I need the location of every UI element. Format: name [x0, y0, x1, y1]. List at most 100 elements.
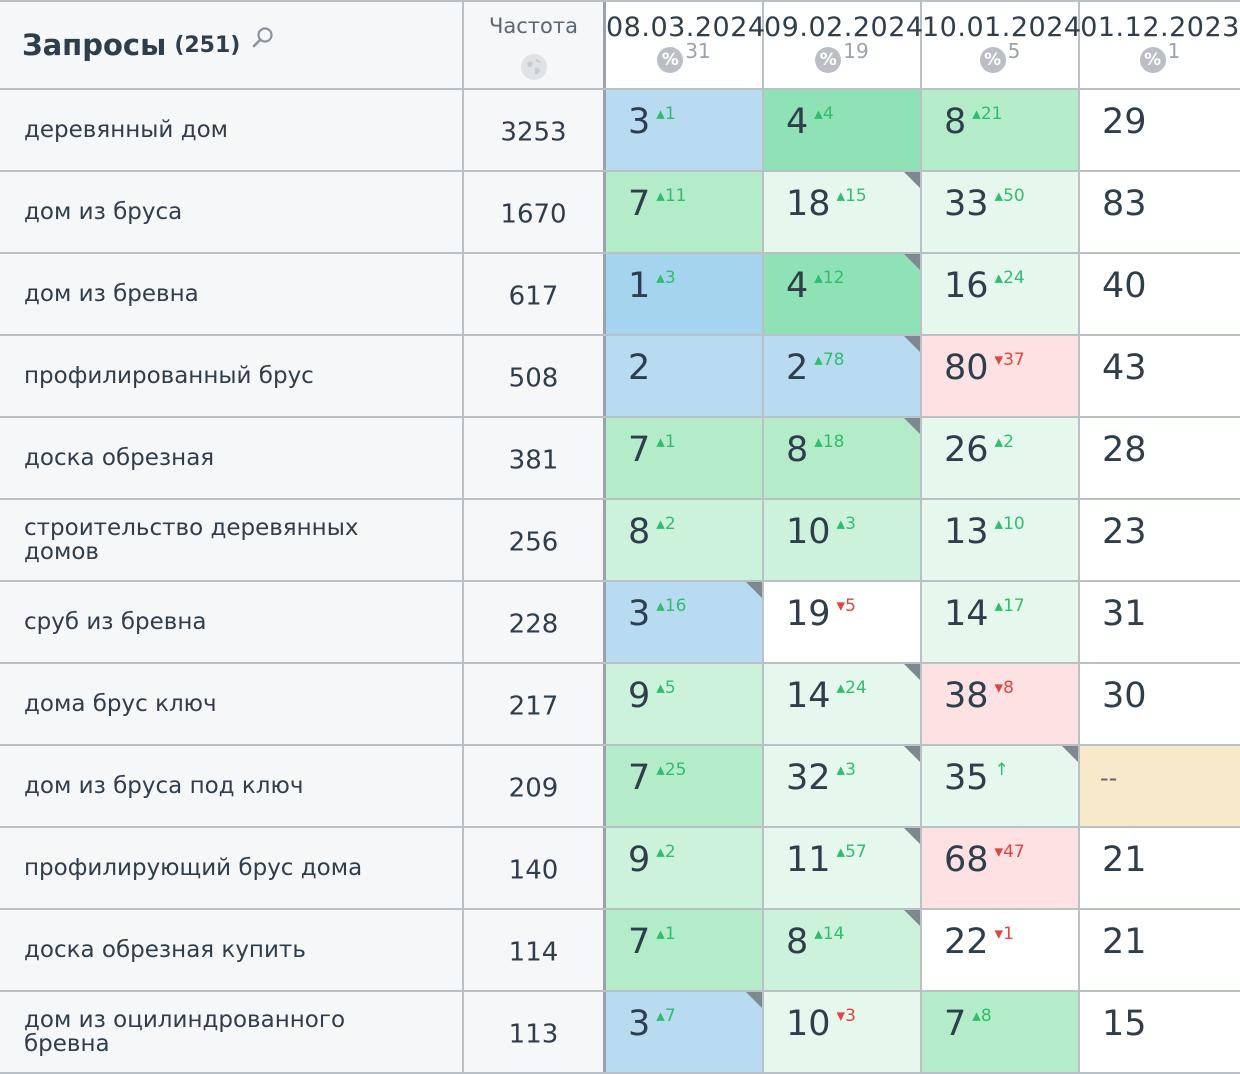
position-cell[interactable]: 35 ↑	[922, 746, 1080, 826]
position-cell[interactable]: 30	[1080, 664, 1240, 744]
corner-marker-icon[interactable]	[904, 418, 920, 434]
table-row[interactable]: доска обрезная 381 7 ▴1 8 ▴18 26 ▴2 28	[0, 418, 1240, 500]
table-row[interactable]: дом из оцилиндрованного бревна 113 3 ▴7 10 ▾3…	[0, 992, 1240, 1074]
query-text[interactable]: сруб из бревна	[24, 609, 207, 635]
query-cell[interactable]: деревянный дом	[0, 90, 464, 170]
query-text[interactable]: дом из бруса под ключ	[24, 773, 304, 799]
position-cell[interactable]: 14 ▴24	[764, 664, 922, 744]
position-cell[interactable]: 9 ▴5	[606, 664, 764, 744]
position-cell[interactable]: 9 ▴2	[606, 828, 764, 908]
position-cell[interactable]: 3 ▴16	[606, 582, 764, 662]
position-cell[interactable]: 7 ▴25	[606, 746, 764, 826]
table-row[interactable]: дом из бревна 617 1 ▴3 4 ▴12 16 ▴24 40	[0, 254, 1240, 336]
corner-marker-icon[interactable]	[904, 746, 920, 762]
position-cell[interactable]: 83	[1080, 172, 1240, 252]
frequency-header[interactable]: Частота	[464, 2, 606, 88]
query-cell[interactable]: дом из оцилиндрованного бревна	[0, 992, 464, 1072]
corner-marker-icon[interactable]	[1062, 746, 1078, 762]
corner-marker-icon[interactable]	[746, 992, 762, 1008]
corner-marker-icon[interactable]	[904, 336, 920, 352]
query-cell[interactable]: доска обрезная	[0, 418, 464, 498]
query-cell[interactable]: доска обрезная купить	[0, 910, 464, 990]
search-icon[interactable]	[252, 26, 274, 48]
position-cell[interactable]: 7 ▴1	[606, 418, 764, 498]
position-cell[interactable]: 80 ▾37	[922, 336, 1080, 416]
query-cell[interactable]: дома брус ключ	[0, 664, 464, 744]
position-cell[interactable]: 10 ▾3	[764, 992, 922, 1072]
query-text[interactable]: профилированный брус	[24, 363, 314, 389]
table-row[interactable]: профилированный брус 508 2 2 ▴78 80 ▾37 43	[0, 336, 1240, 418]
date-header-4[interactable]: 01.12.2023 % 1	[1080, 2, 1240, 88]
query-cell[interactable]: строительство деревянных домов	[0, 500, 464, 580]
position-cell[interactable]: 23	[1080, 500, 1240, 580]
date-header-2[interactable]: 09.02.2024 % 19	[764, 2, 923, 88]
position-cell[interactable]: 19 ▾5	[764, 582, 922, 662]
query-cell[interactable]: профилированный брус	[0, 336, 464, 416]
query-text[interactable]: дома брус ключ	[24, 691, 217, 717]
position-cell[interactable]: 11 ▴57	[764, 828, 922, 908]
query-cell[interactable]: дом из бревна	[0, 254, 464, 334]
position-cell[interactable]: 68 ▾47	[922, 828, 1080, 908]
position-cell[interactable]: 26 ▴2	[922, 418, 1080, 498]
position-cell[interactable]: 15	[1080, 992, 1240, 1072]
table-row[interactable]: строительство деревянных домов 256 8 ▴2 10 ▴3…	[0, 500, 1240, 582]
table-row[interactable]: дом из бруса 1670 7 ▴11 18 ▴15 33 ▴50 83	[0, 172, 1240, 254]
table-row[interactable]: сруб из бревна 228 3 ▴16 19 ▾5 14 ▴17 31	[0, 582, 1240, 664]
position-cell[interactable]: 7 ▴1	[606, 910, 764, 990]
position-cell[interactable]: 43	[1080, 336, 1240, 416]
corner-marker-icon[interactable]	[904, 664, 920, 680]
position-cell[interactable]: 16 ▴24	[922, 254, 1080, 334]
position-cell[interactable]: 2	[606, 336, 764, 416]
position-cell[interactable]: --	[1080, 746, 1240, 826]
position-cell[interactable]: 33 ▴50	[922, 172, 1080, 252]
position-cell[interactable]: 1 ▴3	[606, 254, 764, 334]
position-cell[interactable]: 4 ▴12	[764, 254, 922, 334]
position-cell[interactable]: 4 ▴4	[764, 90, 922, 170]
position-cell[interactable]: 38 ▾8	[922, 664, 1080, 744]
table-row[interactable]: доска обрезная купить 114 7 ▴1 8 ▴14 22 ▾1 21	[0, 910, 1240, 992]
query-cell[interactable]: дом из бруса под ключ	[0, 746, 464, 826]
position-cell[interactable]: 18 ▴15	[764, 172, 922, 252]
position-cell[interactable]: 29	[1080, 90, 1240, 170]
queries-header[interactable]: Запросы (251)	[0, 2, 464, 88]
query-text[interactable]: доска обрезная купить	[24, 937, 306, 963]
table-row[interactable]: профилирующий брус дома 140 9 ▴2 11 ▴57 68 ▾47 2…	[0, 828, 1240, 910]
position-cell[interactable]: 8 ▴2	[606, 500, 764, 580]
position-cell[interactable]: 8 ▴21	[922, 90, 1080, 170]
position-cell[interactable]: 21	[1080, 828, 1240, 908]
position-cell[interactable]: 32 ▴3	[764, 746, 922, 826]
query-text[interactable]: профилирующий брус дома	[24, 855, 363, 881]
corner-marker-icon[interactable]	[904, 828, 920, 844]
position-cell[interactable]: 7 ▴8	[922, 992, 1080, 1072]
position-cell[interactable]: 22 ▾1	[922, 910, 1080, 990]
position-cell[interactable]: 14 ▴17	[922, 582, 1080, 662]
table-row[interactable]: деревянный дом 3253 3 ▴1 4 ▴4 8 ▴21 29	[0, 90, 1240, 172]
position-cell[interactable]: 7 ▴11	[606, 172, 764, 252]
corner-marker-icon[interactable]	[904, 910, 920, 926]
table-row[interactable]: дома брус ключ 217 9 ▴5 14 ▴24 38 ▾8 30	[0, 664, 1240, 746]
position-cell[interactable]: 40	[1080, 254, 1240, 334]
table-row[interactable]: дом из бруса под ключ 209 7 ▴25 32 ▴3 35 ↑ --	[0, 746, 1240, 828]
position-cell[interactable]: 8 ▴18	[764, 418, 922, 498]
query-text[interactable]: дом из бруса	[24, 199, 183, 225]
query-text[interactable]: дом из бревна	[24, 281, 199, 307]
position-cell[interactable]: 2 ▴78	[764, 336, 922, 416]
query-text[interactable]: строительство деревянных домов	[24, 515, 359, 565]
position-cell[interactable]: 10 ▴3	[764, 500, 922, 580]
query-text[interactable]: доска обрезная	[24, 445, 215, 471]
query-cell[interactable]: сруб из бревна	[0, 582, 464, 662]
position-cell[interactable]: 8 ▴14	[764, 910, 922, 990]
corner-marker-icon[interactable]	[904, 172, 920, 188]
position-cell[interactable]: 28	[1080, 418, 1240, 498]
date-header-1[interactable]: 08.03.2024 % 31	[606, 2, 765, 88]
date-header-3[interactable]: 10.01.2024 % 5	[922, 2, 1081, 88]
query-cell[interactable]: профилирующий брус дома	[0, 828, 464, 908]
position-cell[interactable]: 3 ▴7	[606, 992, 764, 1072]
corner-marker-icon[interactable]	[904, 254, 920, 270]
position-cell[interactable]: 31	[1080, 582, 1240, 662]
position-cell[interactable]: 13 ▴10	[922, 500, 1080, 580]
query-text[interactable]: деревянный дом	[24, 117, 229, 143]
position-cell[interactable]: 3 ▴1	[606, 90, 764, 170]
position-cell[interactable]: 21	[1080, 910, 1240, 990]
query-text[interactable]: дом из оцилиндрованного бревна	[24, 1007, 346, 1057]
